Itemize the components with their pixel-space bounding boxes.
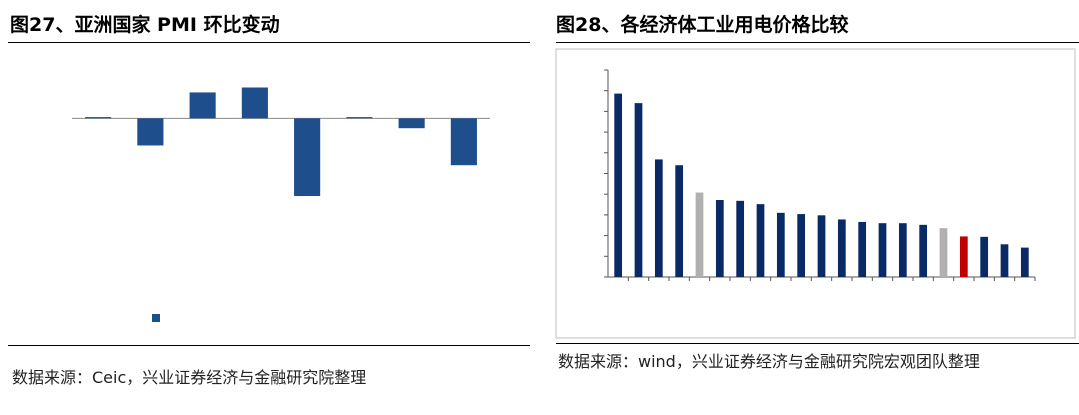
pmi-bar — [137, 118, 164, 146]
legend-swatch — [152, 314, 160, 322]
price-bar — [756, 204, 765, 277]
right-title-rule — [556, 42, 1079, 43]
pmi-bar — [450, 118, 477, 166]
left-pmi-chart — [72, 87, 490, 322]
pmi-bar — [85, 117, 112, 119]
price-bar — [980, 236, 989, 277]
right-figure-panel: 图28、各经济体工业用电价格比较 数据来源：wind，兴业证券经济与金融研究院宏… — [548, 0, 1079, 415]
price-bar — [776, 212, 785, 277]
price-bar — [797, 214, 806, 277]
price-bar — [837, 219, 846, 277]
price-bar — [1000, 244, 1009, 277]
right-source-note: 数据来源：wind，兴业证券经济与金融研究院宏观团队整理 — [558, 352, 980, 371]
price-bar — [715, 199, 724, 277]
left-figure-panel: 图27、亚洲国家 PMI 环比变动 数据来源：Ceic，兴业证券经济与金融研究院… — [0, 0, 530, 415]
price-bar — [878, 223, 887, 277]
price-bar — [858, 221, 867, 277]
price-bar — [614, 93, 623, 278]
pmi-bar — [189, 92, 216, 119]
pmi-bar — [346, 117, 373, 119]
price-bar — [959, 236, 968, 277]
price-bar — [634, 103, 643, 277]
pmi-bar — [398, 118, 425, 129]
left-source-rule — [8, 345, 530, 346]
price-bar — [898, 223, 907, 277]
left-title-rule — [8, 42, 530, 43]
price-bar — [654, 159, 663, 277]
right-source-rule — [556, 343, 1079, 344]
price-bar — [919, 224, 928, 277]
left-figure-title: 图27、亚洲国家 PMI 环比变动 — [10, 14, 280, 36]
pmi-bar — [241, 87, 268, 119]
price-bar — [675, 165, 684, 277]
right-figure-title: 图28、各经济体工业用电价格比较 — [556, 14, 849, 36]
price-bar — [695, 192, 704, 277]
price-bar — [817, 215, 826, 277]
right-electricity-chart — [555, 48, 1076, 339]
price-bar — [736, 200, 745, 277]
chart-frame — [555, 48, 1076, 339]
price-bar — [1020, 247, 1029, 277]
price-bar — [939, 228, 948, 277]
left-source-note: 数据来源：Ceic，兴业证券经济与金融研究院整理 — [12, 368, 367, 387]
pmi-bar — [294, 118, 321, 197]
